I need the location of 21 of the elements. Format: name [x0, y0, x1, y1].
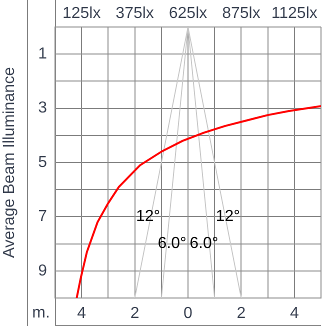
annotation: 6.0°: [190, 235, 218, 252]
x2-tick-label: 125lx: [62, 4, 101, 22]
x-tick-label: 2: [130, 305, 140, 322]
y-tick-label: 5: [38, 154, 48, 171]
x2-tick-label: 625lx: [168, 4, 208, 22]
annotation: 12°: [216, 208, 240, 226]
y-axis-title: Average Beam Illuminance: [1, 66, 18, 258]
x-tick-label: 4: [290, 305, 299, 322]
x2-tick-label: 375lx: [116, 4, 154, 22]
y-tick-label: 7: [38, 208, 48, 226]
y-tick-label: 3: [38, 100, 48, 117]
x2-tick-label: 1125lx: [271, 4, 318, 22]
annotation: 6.0°: [158, 235, 186, 252]
x-tick-label: 2: [236, 305, 246, 322]
x2-tick-label: 875lx: [222, 4, 260, 22]
x-tick-label: 0: [184, 305, 193, 322]
x-tick-label: 4: [77, 305, 86, 322]
x-axis-title: m.: [32, 304, 50, 322]
y-tick-label: 9: [38, 262, 48, 280]
y-tick-label: 1: [38, 46, 48, 63]
annotation: 12°: [136, 208, 160, 226]
